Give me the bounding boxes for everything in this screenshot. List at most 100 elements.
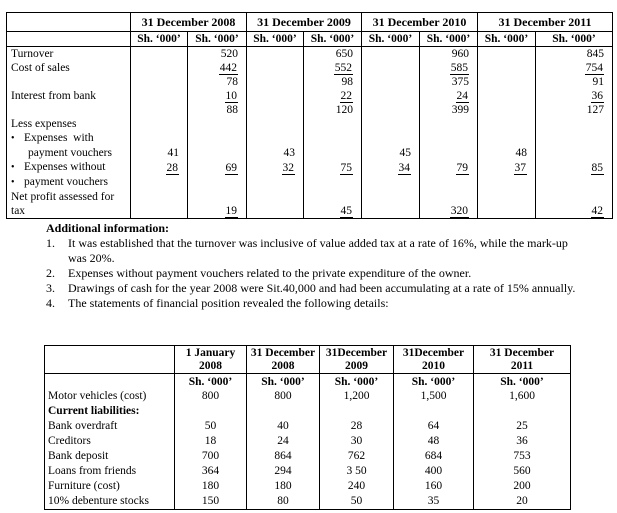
value: 180 [274,480,292,492]
value-cell: 43 [246,146,304,160]
income-table-row: Turnover 520 650 960 845 [6,46,613,61]
value-cell [303,190,362,204]
income-table-row: • Expenses without 28 69 32 75 34 79 37 85 [6,160,613,175]
additional-info-item: 3. Drawings of cash for the year 2008 wer… [46,281,583,296]
value: 30 [350,435,363,447]
value-cell: 200 [473,479,571,494]
additional-info-item: 4. The statements of financial position r… [46,296,583,311]
value-cell [246,190,304,204]
row-label-cell: • payment vouchers [6,175,131,190]
value: 79 [455,162,469,175]
value: 585 [449,62,469,75]
value: 1,600 [509,390,535,402]
value: 180 [201,480,220,492]
column-header-line1: 31December [402,346,465,359]
value: 36 [590,90,604,103]
year-header-2010: 31 December 2010 [361,12,478,32]
value-cell: 30 [319,434,394,449]
value-cell: 85 [535,160,613,175]
column-header-line2: 2009 [345,359,368,372]
value-cell: 3 50 [319,464,394,479]
financial-position-table: 1 January 2008 31 December 2008 31December… [44,345,571,510]
value-cell: 960 [419,46,478,61]
value-cell: 28 [319,419,394,434]
value-cell: 64 [393,419,474,434]
row-label-cell: Turnover [6,46,131,61]
value-cell [419,131,478,146]
unit-header-cell: Sh. ‘000’ [246,31,304,47]
value-cell [130,46,188,61]
value: 400 [424,465,443,477]
income-table-row: • Expenses with [6,131,613,146]
value-cell [246,61,304,75]
value-cell: 1,600 [473,389,571,404]
value-cell [246,75,304,89]
value: 240 [347,480,366,492]
value-cell: 24 [419,89,478,103]
unit-header-cell: Sh. ‘000’ [174,373,247,389]
value-cell: 700 [174,449,247,464]
value: 800 [274,390,292,402]
value: 41 [167,147,180,159]
value: 399 [451,104,469,116]
value-cell [130,75,188,89]
value-cell: 42 [535,204,613,219]
value: 160 [424,480,443,492]
value-cell [535,146,613,160]
unit-header-cell: Sh. ‘000’ [393,373,474,389]
row-label-cell: tax [6,204,131,219]
financial-table-row: Loans from friends 364 294 3 50 400 560 [44,464,571,479]
row-label: Cost of sales [11,62,70,74]
value-cell: 28 [130,160,188,175]
value-cell: 18 [174,434,247,449]
row-label-cell: Bank overdraft [44,419,175,434]
value: 25 [516,420,528,432]
row-label: Expenses with [24,132,94,144]
value-cell [419,146,478,160]
unit-header-cell: Sh. ‘000’ [303,31,362,47]
value-cell [361,89,420,103]
value: 35 [427,495,440,507]
value: 24 [277,435,289,447]
value-cell [319,404,394,419]
financial-table-row: Bank overdraft 50 40 28 64 25 [44,419,571,434]
value: 34 [397,162,411,175]
value: 200 [513,480,531,492]
value-cell: 120 [303,103,362,117]
empty-header-cell [6,31,131,47]
value-cell [130,103,188,117]
income-comparison-table: 31 December 2008 31 December 2009 31 Dec… [6,12,613,219]
value-cell: 800 [174,389,247,404]
item-text: Drawings of cash for the year 2008 were … [68,281,576,295]
value: 1,500 [420,390,447,402]
value-cell [477,103,536,117]
row-label-cell: Loans from friends [44,464,175,479]
income-table-row: • payment vouchers [6,175,613,190]
row-label: Net profit assessed for [11,191,115,203]
row-label-cell: Creditors [44,434,175,449]
value-cell: 19 [187,204,247,219]
value-cell [535,190,613,204]
column-header-1jan2008: 1 January 2008 [174,345,247,374]
value: 120 [335,104,353,116]
value-cell: 98 [303,75,362,89]
unit-header-cell: Sh. ‘000’ [319,373,394,389]
value: 845 [586,48,604,60]
value: 50 [204,420,217,432]
value: 48 [427,435,440,447]
additional-information-list: 1. It was established that the turnover w… [46,236,583,311]
value-cell [477,190,536,204]
value: 20 [516,495,528,507]
value-cell [477,117,536,131]
value-cell: 800 [246,389,320,404]
income-table-row: tax 19 45 320 42 [6,204,613,219]
value-cell [246,131,304,146]
value: 18 [204,435,217,447]
row-label-cell: Less expenses [6,117,131,131]
value-cell [303,175,362,190]
value-cell [130,117,188,131]
column-header-line1: 31 December [250,346,316,359]
financial-table-row: Bank deposit 700 864 762 684 753 [44,449,571,464]
value-cell: 399 [419,103,478,117]
